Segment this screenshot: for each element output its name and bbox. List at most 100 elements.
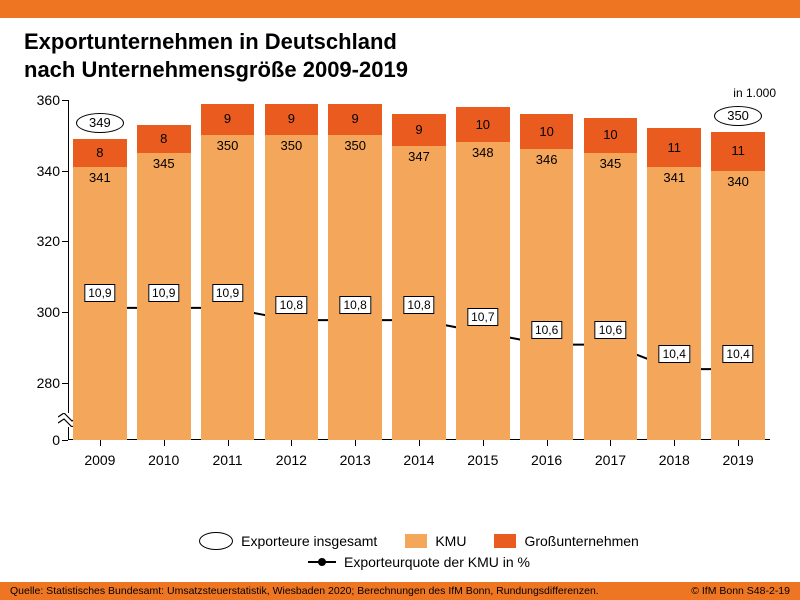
x-tick-label: 2012 <box>276 452 307 468</box>
kmu-value-label: 345 <box>137 156 191 171</box>
stacked-bar: 348 10 <box>456 107 510 440</box>
x-tick-mark <box>483 440 484 446</box>
footer-bar: Quelle: Statistisches Bundesamt: Umsatzs… <box>0 582 800 600</box>
kmu-value-label: 347 <box>392 149 446 164</box>
y-tick-label: 280 <box>24 375 60 391</box>
gross-value-label: 11 <box>711 143 765 158</box>
bar-band: 345 10 <box>579 100 643 440</box>
unit-label: in 1.000 <box>733 86 776 100</box>
x-tick-mark <box>547 440 548 446</box>
legend-kmu: KMU <box>405 533 466 549</box>
gross-swatch <box>494 534 516 548</box>
bar-band: 340 11 <box>706 100 770 440</box>
gross-value-label: 9 <box>201 111 255 126</box>
quota-value-label: 10,8 <box>339 296 370 314</box>
bars-area: 3418200934910,93458201010,93509201110,93… <box>68 100 770 440</box>
kmu-segment <box>647 167 701 440</box>
x-tick-label: 2013 <box>340 452 371 468</box>
x-tick-label: 2009 <box>84 452 115 468</box>
x-tick-mark <box>610 440 611 446</box>
x-tick-mark <box>100 440 101 446</box>
x-tick-mark <box>674 440 675 446</box>
stacked-bar: 34111 <box>647 128 701 440</box>
stacked-bar: 34610 <box>520 114 574 440</box>
top-accent-bar <box>0 0 800 18</box>
gross-value-label: 9 <box>265 111 319 126</box>
legend-row-2: Exporteurquote der KMU in % <box>308 554 530 570</box>
footer-source: Quelle: Statistisches Bundesamt: Umsatzs… <box>10 585 599 597</box>
oval-icon <box>199 532 233 550</box>
bar-band: 3509 <box>196 100 260 440</box>
legend-total-label: Exporteure insgesamt <box>241 533 377 549</box>
x-tick-mark <box>355 440 356 446</box>
kmu-segment <box>584 153 638 440</box>
kmu-segment <box>392 146 446 440</box>
kmu-value-label: 350 <box>328 138 382 153</box>
title-line-1: Exportunternehmen in Deutschland <box>24 29 397 54</box>
x-tick-mark <box>738 440 739 446</box>
x-tick-label: 2018 <box>659 452 690 468</box>
quota-value-label: 10,9 <box>212 284 243 302</box>
legend-line-label: Exporteurquote der KMU in % <box>344 554 530 570</box>
stacked-bar: 347 9 <box>392 114 446 440</box>
bar-band: 341 8 <box>68 100 132 440</box>
x-tick-mark <box>164 440 165 446</box>
x-tick-mark <box>419 440 420 446</box>
x-tick-label: 2014 <box>403 452 434 468</box>
stacked-bar: 340 11 <box>711 132 765 440</box>
gross-value-label: 9 <box>328 111 382 126</box>
x-tick-label: 2015 <box>467 452 498 468</box>
footer-credit: © IfM Bonn S48-2-19 <box>691 585 790 597</box>
line-marker-icon <box>308 561 336 563</box>
x-tick-label: 2011 <box>212 452 242 468</box>
bar-band: 34610 <box>515 100 579 440</box>
gross-value-label: 9 <box>392 122 446 137</box>
bar-band: 3458 <box>132 100 196 440</box>
x-tick-mark <box>291 440 292 446</box>
legend-gross: Großunternehmen <box>494 533 638 549</box>
kmu-value-label: 340 <box>711 174 765 189</box>
quota-value-label: 10,4 <box>722 345 753 363</box>
gross-value-label: 8 <box>73 145 127 160</box>
gross-value-label: 11 <box>647 140 701 155</box>
kmu-value-label: 350 <box>265 138 319 153</box>
stacked-bar: 3509 <box>201 104 255 440</box>
quota-value-label: 10,8 <box>276 296 307 314</box>
gross-value-label: 10 <box>584 127 638 142</box>
stacked-bar: 350 9 <box>328 104 382 440</box>
quota-value-label: 10,9 <box>84 284 115 302</box>
bar-band: 347 9 <box>387 100 451 440</box>
x-tick-label: 2010 <box>148 452 179 468</box>
x-tick-label: 2016 <box>531 452 562 468</box>
legend-kmu-label: KMU <box>435 533 466 549</box>
stacked-bar: 345 10 <box>584 118 638 440</box>
kmu-segment <box>520 149 574 440</box>
kmu-value-label: 345 <box>584 156 638 171</box>
kmu-segment <box>265 135 319 440</box>
legend-line: Exporteurquote der KMU in % <box>308 554 530 570</box>
x-tick-label: 2017 <box>595 452 626 468</box>
x-tick-mark <box>228 440 229 446</box>
y-tick-label: 340 <box>24 163 60 179</box>
quota-value-label: 10,4 <box>659 345 690 363</box>
kmu-value-label: 341 <box>73 170 127 185</box>
bar-band: 350 9 <box>323 100 387 440</box>
gross-value-label: 10 <box>520 124 574 139</box>
quota-value-label: 10,6 <box>531 321 562 339</box>
plot-area: 0280300320340360 3418200934910,934582010… <box>68 100 770 480</box>
quota-value-label: 10,8 <box>403 296 434 314</box>
legend-total: Exporteure insgesamt <box>199 532 377 550</box>
title-line-2: nach Unternehmensgröße 2009-2019 <box>24 57 408 82</box>
bar-band: 348 10 <box>451 100 515 440</box>
total-callout: 349 <box>76 113 124 133</box>
kmu-segment <box>711 171 765 440</box>
y-tick-mark <box>62 440 68 441</box>
kmu-swatch <box>405 534 427 548</box>
y-tick-label: 300 <box>24 304 60 320</box>
gross-value-label: 10 <box>456 117 510 132</box>
stacked-bar: 3458 <box>137 125 191 440</box>
legend-gross-label: Großunternehmen <box>524 533 638 549</box>
quota-value-label: 10,7 <box>467 308 498 326</box>
y-tick-label: 360 <box>24 92 60 108</box>
kmu-value-label: 348 <box>456 145 510 160</box>
